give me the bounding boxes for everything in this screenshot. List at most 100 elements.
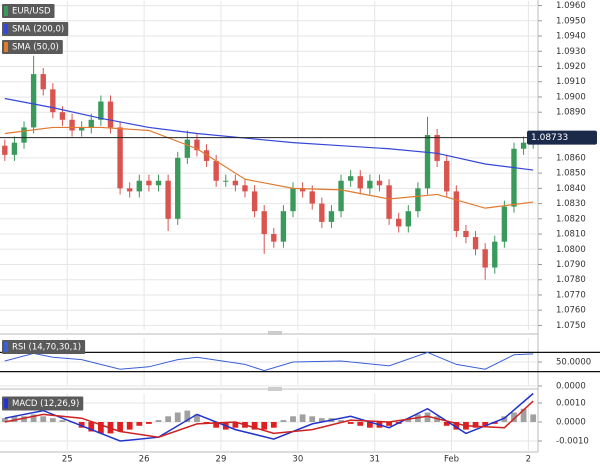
candle-body [376,180,383,186]
legend-label: MACD (12,26,9) [12,399,79,409]
candle-body [2,145,8,155]
candle-body [261,211,267,235]
x-tick-label: 25 [62,455,73,465]
candle-body [309,191,315,204]
candle-body [328,211,335,222]
candle-body [146,180,152,186]
y-tick-label: 1.0790 [556,260,586,270]
resize-handle[interactable] [268,331,282,335]
candle-body [405,211,411,227]
histogram-bar [78,422,85,428]
legend-box [2,22,69,36]
histogram-bar [347,422,354,424]
histogram-bar [318,418,325,422]
candle-body [203,150,210,161]
histogram-bar [299,414,306,422]
candle-body [50,89,56,113]
candle-body [11,142,18,155]
histogram-bar [482,422,489,426]
x-tick-label: 26 [139,455,150,465]
y-tick-label: 0.0010 [556,399,586,409]
histogram-bar [366,422,373,428]
histogram-bar [146,422,152,424]
y-tick-label: 50.0000 [556,358,591,368]
histogram-bar [117,422,123,432]
legend-swatch [4,42,8,52]
histogram-bar [30,414,37,422]
y-tick-label: 1.0830 [556,199,586,209]
histogram-bar [49,418,56,422]
candle-body [88,119,94,128]
candle-body [155,180,162,186]
histogram-bar [511,412,517,422]
x-tick-label: Feb [444,455,459,465]
histogram-bar [280,420,287,422]
macd-line [4,400,534,438]
y-tick-label: 1.0780 [556,275,586,285]
candle-body [386,185,392,219]
candle-body [463,230,469,238]
candle-body [299,188,306,192]
x-tick-label: 29 [216,455,227,465]
y-tick-label: 1.0840 [556,184,586,194]
y-tick-label: 1.0820 [556,214,586,224]
legend-label: RSI (14,70,30,1) [12,343,81,353]
y-tick-label: 1.0890 [556,108,586,118]
candle-body [78,127,85,131]
histogram-bar [309,416,316,422]
last-price-box [527,130,597,145]
legend-label: SMA (50,0) [12,43,59,53]
last-price-label: 1.08733 [531,133,568,143]
macd-line [4,392,534,442]
candle-body [347,176,354,181]
y-tick-label: 0.0000 [556,418,586,428]
histogram-bar [184,410,191,422]
candle-body [367,180,373,189]
legend-swatch [4,24,8,34]
legend-swatch [4,6,8,16]
candle-body [69,119,75,131]
histogram-bar [97,422,104,434]
y-tick-label: 1.0800 [556,245,586,255]
histogram-bar [251,422,258,430]
y-tick-label: 0.0000 [556,382,586,392]
histogram-bar [453,422,460,430]
candle-body [319,203,325,222]
candle-body [223,180,229,182]
histogram-bar [40,416,47,422]
histogram-bar [174,412,181,422]
histogram-bar [424,412,431,422]
candle-body [520,142,527,149]
y-tick-label: 1.0930 [556,47,586,57]
candle-body [511,148,517,207]
histogram-bar [290,416,296,422]
candle-body [40,74,46,90]
y-tick-label: 1.0860 [556,153,586,163]
resize-handle[interactable] [268,387,282,391]
histogram-bar [270,422,277,428]
y-tick-label: 1.0960 [556,1,586,11]
legend-swatch [4,398,8,409]
legend-box [2,40,63,54]
candle-body [30,74,37,128]
histogram-bar [88,422,95,432]
legend-label: EUR/USD [12,7,51,17]
histogram-bar [405,418,412,422]
legend-box [2,4,55,18]
y-tick-label: 1.0760 [556,306,586,316]
candle-body [184,139,191,158]
candle-body [396,218,402,227]
rsi-line [4,351,534,372]
y-tick-label: 1.0900 [556,92,586,102]
candle-body [136,180,142,192]
candle-body [338,180,344,212]
candle-body [271,234,277,242]
candle-body [165,180,171,219]
legend-box [2,396,84,411]
y-tick-label: 1.0810 [556,230,586,240]
legend-swatch [4,342,8,352]
y-tick-label: 1.0920 [556,62,586,72]
candle-body [444,160,450,192]
y-tick-label: 1.0910 [556,77,586,87]
histogram-bar [520,408,527,422]
